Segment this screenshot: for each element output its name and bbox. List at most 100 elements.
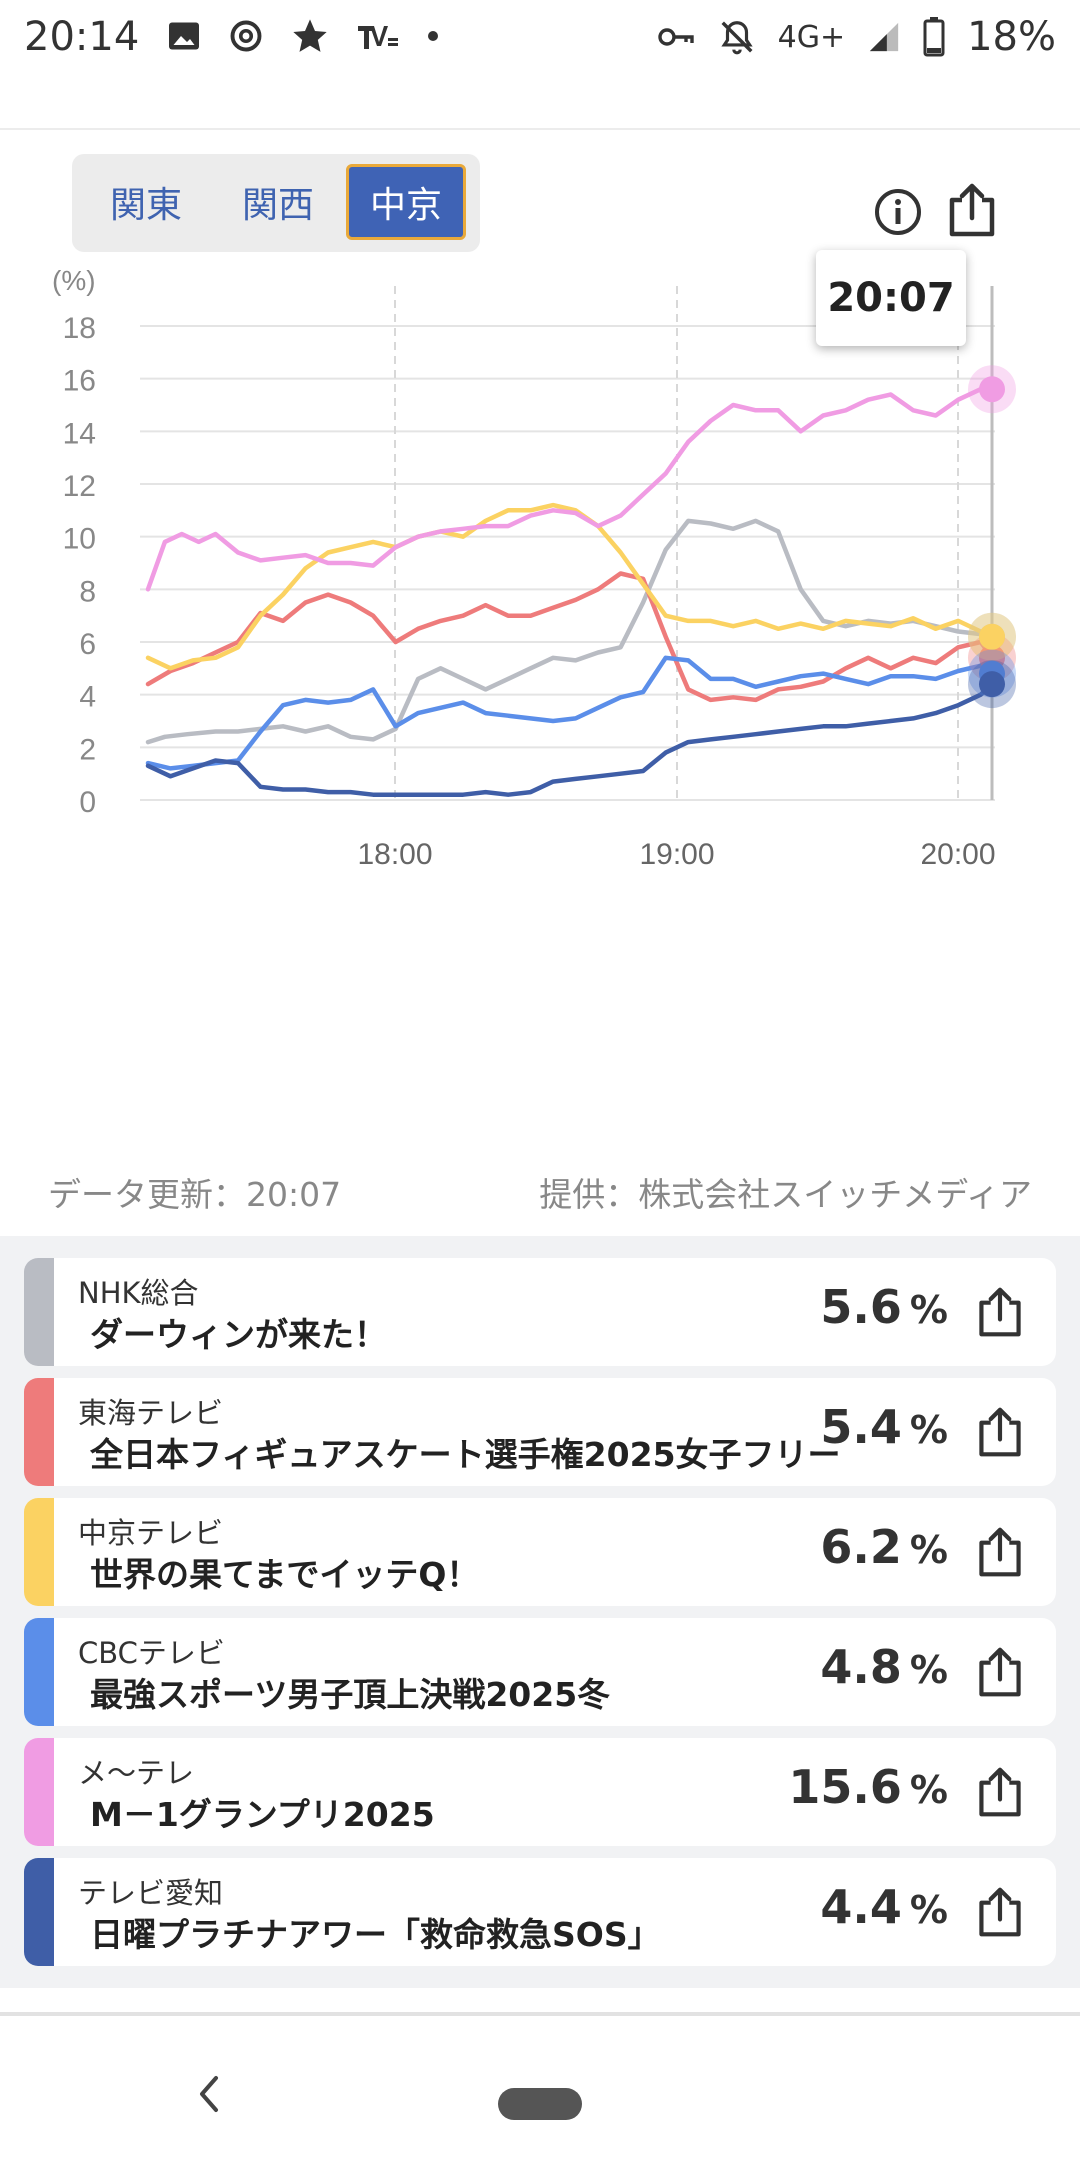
star-icon [290,16,330,56]
rating-unit: % [909,1288,948,1332]
nav-home-pill[interactable] [498,2088,582,2120]
region-tabs: 関東 関西 中京 [72,154,480,252]
channel-card-nagoya-tv[interactable]: メ〜テレ M－1グランプリ2025 15.6% [24,1738,1056,1846]
rating-number: 4.4 [820,1880,902,1934]
share-button[interactable] [974,1404,1026,1460]
y-tick-label: 0 [79,786,96,819]
channel-name: 中京テレビ [78,1516,224,1550]
series-line [145,571,995,703]
x-tick-label: 20:00 [920,838,995,871]
share-button[interactable] [974,1884,1026,1940]
status-time: 20:14 [24,14,140,60]
app-top-bar [0,76,1080,130]
rating-unit: % [909,1888,948,1932]
share-button[interactable] [974,1284,1026,1340]
channel-card-tokai[interactable]: 東海テレビ 全日本フィギュアスケート選手権2025女子フリー 5.4% [24,1378,1056,1486]
system-nav-bar [0,2016,1080,2160]
channel-color-bar [24,1378,54,1486]
rating-chart: 0 2 4 6 8 10 12 14 16 18 (%) 18:00 19:00 20:00 [0,265,1080,1148]
channel-name: 東海テレビ [78,1396,224,1430]
program-title: 日曜プラチナアワー「救命救急SOS」 [90,1915,661,1954]
rating-value: 4.4% [820,1880,948,1934]
program-title: 世界の果てまでイッテQ！ [90,1555,480,1594]
share-button[interactable] [974,1764,1026,1820]
rating-unit: % [909,1768,948,1812]
info-icon [875,189,921,235]
x-tick-label: 19:00 [639,838,714,871]
threads-icon [228,18,264,54]
data-provider: 提供：株式会社スイッチメディア [539,1175,1032,1214]
x-tick-label: 18:00 [357,838,432,871]
signal-icon [867,20,901,54]
share-button[interactable] [974,1644,1026,1700]
program-title: ダーウィンが来た！ [90,1315,387,1354]
chart-tooltip: 20:07 [816,250,966,346]
tab-chukyo[interactable]: 中京 [346,164,466,240]
battery-percent: 18% [967,14,1056,60]
y-tick-label: 14 [63,417,96,450]
dot-icon [426,29,440,43]
rating-unit: % [909,1648,948,1692]
y-tick-label: 6 [79,628,96,661]
share-icon [979,1647,1021,1697]
tab-kanto[interactable]: 関東 [109,185,182,226]
series-line [145,502,995,671]
vpn-key-icon [656,19,696,55]
bell-off-icon [718,18,756,56]
rating-number: 15.6 [788,1760,902,1814]
series-end-marker [979,623,1005,650]
channel-name: CBCテレビ [78,1636,225,1670]
channel-name: メ〜テレ [78,1756,195,1790]
y-tick-label: 10 [63,523,96,556]
channel-card-nhk[interactable]: NHK総合 ダーウィンが来た！ 5.6% [24,1258,1056,1366]
bottom-divider [0,2012,1080,2016]
battery-icon [923,17,945,57]
series-end-marker [979,376,1005,403]
y-tick-label: 18 [63,312,96,345]
share-icon [979,1287,1021,1337]
channel-card-tv-aichi[interactable]: テレビ愛知 日曜プラチナアワー「救命救急SOS」 4.4% [24,1858,1056,1966]
rating-value: 5.4% [820,1400,948,1454]
y-axis-label: (%) [52,268,96,296]
series-line [145,386,995,592]
y-tick-label: 12 [63,470,96,503]
tver-icon [356,18,400,54]
y-tick-label: 2 [79,733,96,766]
channel-color-bar [24,1618,54,1726]
back-chevron-icon [200,2076,218,2112]
series-line [145,681,995,797]
series-line [145,655,995,771]
rating-number: 6.2 [820,1520,902,1574]
share-icon [979,1407,1021,1457]
channel-color-bar [24,1858,54,1966]
rating-value: 6.2% [820,1520,948,1574]
rating-value: 5.6% [820,1280,948,1334]
channel-name: NHK総合 [78,1276,199,1310]
channel-card-cbc[interactable]: CBCテレビ 最強スポーツ男子頂上決戦2025冬 4.8% [24,1618,1056,1726]
nav-back-button[interactable] [192,2072,226,2116]
share-icon [979,1767,1021,1817]
y-tick-label: 4 [79,681,96,714]
channel-card-chukyo[interactable]: 中京テレビ 世界の果てまでイッテQ！ 6.2% [24,1498,1056,1606]
rating-value: 15.6% [788,1760,948,1814]
share-button[interactable] [974,1524,1026,1580]
tab-kansai[interactable]: 関西 [241,185,314,226]
y-tick-label: 8 [79,575,96,608]
share-icon [979,1887,1021,1937]
channel-list: NHK総合 ダーウィンが来た！ 5.6% 東海テレビ 全日本フィギュアスケート選… [0,1236,1080,1988]
rating-number: 4.8 [820,1640,902,1694]
channel-name: テレビ愛知 [78,1876,224,1910]
info-button[interactable] [872,186,924,238]
image-notification-icon [166,18,202,54]
rating-value: 4.8% [820,1640,948,1694]
share-icon [979,1527,1021,1577]
series-line [145,518,995,745]
rating-number: 5.6 [820,1280,902,1334]
share-chart-button[interactable] [944,180,1000,240]
status-bar: 20:14 4G+ 18% [0,0,1080,76]
program-title: 全日本フィギュアスケート選手権2025女子フリー [90,1435,841,1474]
program-title: 最強スポーツ男子頂上決戦2025冬 [90,1675,611,1714]
y-tick-label: 16 [63,365,96,398]
rating-unit: % [909,1528,948,1572]
channel-color-bar [24,1738,54,1846]
